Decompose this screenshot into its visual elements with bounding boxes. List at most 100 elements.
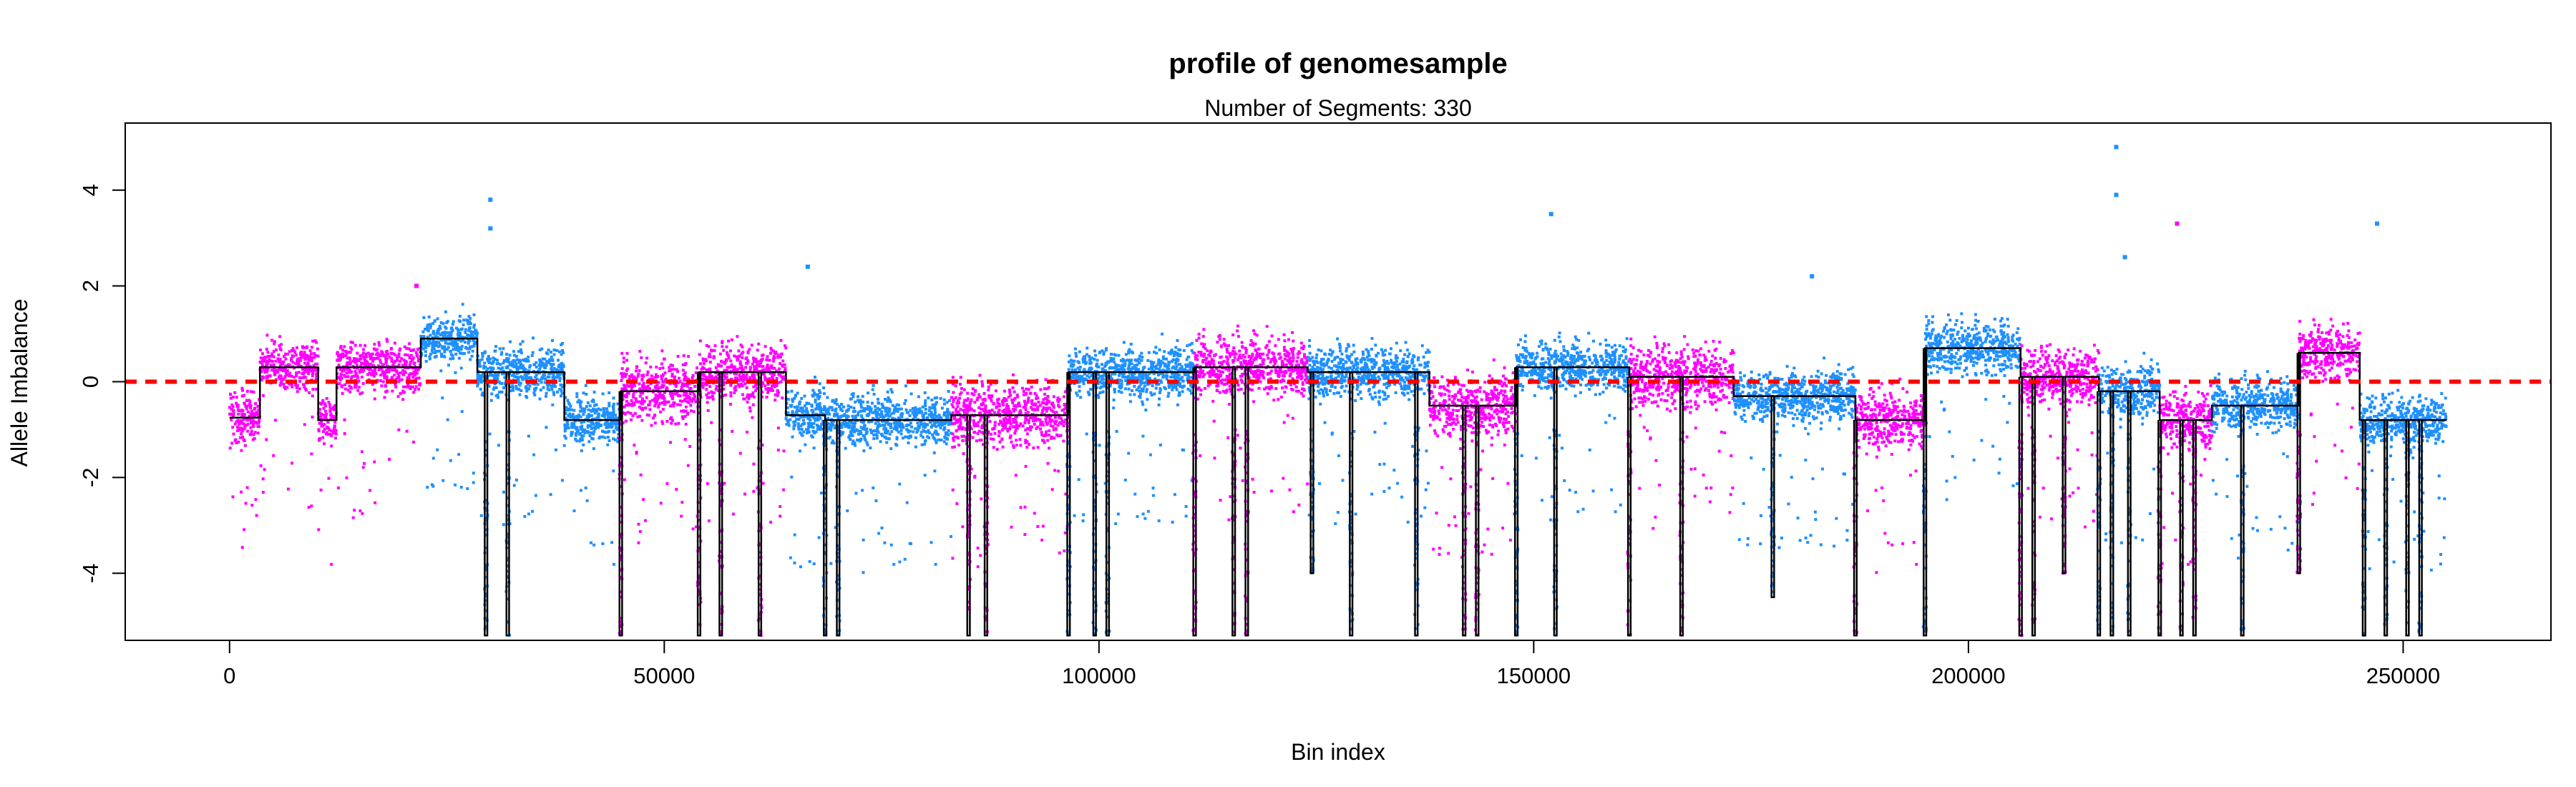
- data-point: [494, 345, 497, 348]
- data-point: [655, 388, 659, 392]
- data-point: [494, 386, 498, 389]
- data-point: [329, 413, 333, 416]
- data-point: [497, 380, 501, 383]
- data-point: [371, 357, 374, 361]
- data-point: [861, 409, 864, 413]
- data-point: [701, 366, 704, 369]
- data-point: [484, 369, 488, 373]
- data-point: [758, 376, 761, 379]
- data-point: [617, 433, 620, 436]
- data-point: [448, 333, 452, 337]
- data-point: [550, 365, 554, 368]
- data-point: [543, 366, 547, 370]
- data-point: [520, 366, 524, 370]
- data-point: [1050, 403, 1053, 406]
- data-point: [648, 414, 650, 417]
- data-point: [391, 363, 395, 367]
- data-point: [940, 439, 943, 441]
- data-point: [947, 423, 950, 426]
- data-point: [228, 406, 231, 409]
- data-point: [1190, 391, 1193, 395]
- data-point: [837, 404, 841, 408]
- data-point: [625, 358, 629, 362]
- data-point: [514, 478, 518, 482]
- data-point: [277, 376, 280, 378]
- data-point: [847, 422, 850, 425]
- data-point: [1050, 419, 1054, 422]
- data-point: [901, 424, 904, 427]
- data-point: [567, 414, 570, 417]
- data-point: [691, 374, 695, 377]
- data-point: [952, 436, 955, 440]
- data-point: [970, 392, 974, 396]
- data-point: [409, 385, 411, 388]
- data-point: [1091, 388, 1094, 391]
- data-point: [552, 353, 556, 356]
- data-point: [303, 351, 306, 354]
- data-point: [459, 328, 463, 331]
- data-point: [965, 404, 968, 407]
- data-point: [318, 408, 321, 411]
- data-point: [914, 406, 917, 409]
- data-point: [1033, 392, 1037, 395]
- data-point: [321, 399, 325, 402]
- data-point: [550, 351, 552, 354]
- data-point: [263, 356, 267, 360]
- data-point: [759, 358, 763, 362]
- data-point: [794, 394, 798, 397]
- data-point: [967, 424, 970, 426]
- data-point: [482, 366, 486, 370]
- data-point: [280, 343, 283, 346]
- data-point: [866, 443, 869, 446]
- data-point: [343, 345, 346, 348]
- data-point: [951, 376, 955, 379]
- data-point: [1027, 399, 1030, 402]
- data-point: [282, 355, 286, 358]
- data-point: [661, 408, 665, 411]
- data-point: [1088, 368, 1092, 372]
- data-point: [707, 391, 711, 395]
- data-point: [284, 352, 287, 356]
- data-point: [839, 408, 842, 411]
- data-point: [328, 410, 332, 414]
- data-point: [600, 414, 604, 417]
- data-point: [939, 426, 942, 430]
- data-point: [876, 406, 879, 410]
- data-point: [384, 390, 388, 394]
- data-point: [546, 387, 550, 391]
- data-point: [535, 386, 538, 390]
- data-point: [612, 408, 615, 411]
- data-point: [866, 401, 869, 404]
- data-point: [791, 410, 794, 414]
- data-point: [782, 488, 785, 492]
- data-point: [341, 391, 344, 395]
- data-point: [924, 408, 927, 411]
- data-point: [531, 509, 535, 513]
- data-point: [1004, 424, 1007, 427]
- data-point: [707, 519, 711, 522]
- data-point: [364, 353, 368, 356]
- data-point: [490, 362, 494, 365]
- data-point: [885, 406, 888, 410]
- data-point: [638, 406, 641, 409]
- data-point: [657, 386, 660, 390]
- data-point: [997, 422, 1001, 426]
- data-point: [947, 429, 950, 432]
- data-point: [955, 429, 958, 432]
- data-point: [491, 368, 494, 372]
- data-point: [290, 374, 293, 378]
- data-point: [426, 329, 430, 333]
- data-point: [358, 392, 362, 396]
- data-point: [945, 419, 949, 423]
- data-point: [327, 401, 331, 404]
- data-point: [393, 373, 396, 377]
- data-point: [743, 377, 746, 381]
- data-point: [460, 345, 464, 348]
- data-point: [493, 349, 497, 353]
- data-point: [1064, 403, 1068, 406]
- data-point: [1163, 362, 1167, 366]
- data-point: [1117, 368, 1121, 371]
- data-point: [311, 388, 315, 391]
- data-point: [399, 347, 402, 351]
- data-point: [765, 396, 769, 399]
